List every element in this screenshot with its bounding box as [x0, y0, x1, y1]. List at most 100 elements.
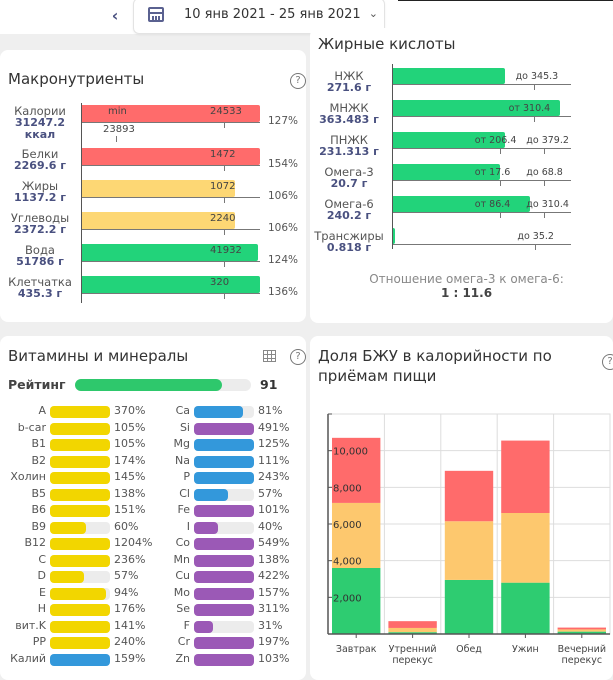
macro-name: Клетчатка	[8, 275, 72, 289]
table-icon[interactable]	[263, 350, 276, 362]
bar-segment-green	[501, 582, 550, 634]
vitamin-percent: 138%	[258, 552, 290, 566]
macro-norm-value: 2240	[210, 213, 236, 224]
date-range-text: 10 янв 2021 - 25 янв 2021	[184, 7, 361, 22]
vitamin-bar	[194, 554, 254, 567]
vitamin-name: Mn	[173, 552, 190, 566]
vitamin-row: D 57%	[2, 569, 152, 584]
fatty-acids-panel: Жирные кислоты Отношение омега-3 к омега…	[310, 28, 613, 323]
vitamin-percent: 138%	[114, 486, 146, 500]
macro-bar	[82, 105, 260, 122]
vitamin-percent: 549%	[258, 536, 290, 549]
rating-label: Рейтинг	[8, 377, 66, 392]
vitamin-bar-fill	[50, 422, 110, 435]
divider	[398, 0, 613, 1]
vitamin-bar-fill	[50, 521, 86, 534]
to-tick	[544, 212, 546, 218]
to-value: до 35.2	[517, 231, 554, 242]
vitamin-name: F	[183, 618, 190, 632]
vitamin-percent: 103%	[258, 651, 290, 665]
fatty-acid-row: Омега-6 240.2 г от 86.4 до 310.4	[310, 196, 613, 228]
vitamin-bar-fill	[194, 653, 254, 666]
vitamin-name: b-car	[17, 420, 46, 434]
to-value: до 68.8	[526, 167, 563, 178]
vitamin-name: B6	[31, 503, 46, 516]
vitamin-bar-fill	[194, 604, 254, 616]
macro-label: Клетчатка 435.3 г	[0, 276, 80, 300]
macro-norm-line	[82, 293, 260, 294]
omega-ratio-value: 1 : 11.6	[440, 286, 493, 300]
from-tick	[499, 212, 501, 218]
fatty-acid-value: 20.7 г	[330, 177, 368, 190]
y-tick-label: 2,000	[333, 593, 362, 604]
vitamin-bar-fill	[50, 455, 110, 468]
help-icon[interactable]: ?	[290, 349, 306, 365]
vitamin-name: E	[39, 585, 46, 599]
fatty-acid-label: Омега-3 20.7 г	[310, 166, 388, 190]
vitamin-row: I 40%	[146, 520, 296, 535]
bar-segment-green	[444, 579, 494, 634]
bar-segment-yellow	[388, 627, 437, 633]
vitamin-percent: 236%	[114, 552, 146, 566]
vitamin-name: B5	[31, 486, 46, 500]
vitamin-name: PP	[32, 635, 46, 648]
vitamin-bar	[194, 587, 254, 600]
help-icon[interactable]: ?	[602, 354, 613, 370]
macro-norm-tick	[224, 293, 225, 299]
vitamin-percent: 174%	[114, 453, 146, 467]
macro-norm-tick	[224, 122, 225, 128]
macro-norm-line	[82, 165, 260, 166]
vitamin-bar	[194, 439, 254, 451]
bju-meals-panel: Доля БЖУ в калорийности по приёмам пищи …	[310, 336, 613, 680]
vitamin-row: P 243%	[146, 470, 296, 485]
vitamin-name: Co	[175, 536, 190, 549]
vitamin-bar	[50, 653, 110, 666]
vitamin-percent: 151%	[114, 503, 146, 516]
vitamin-name: Cl	[179, 486, 190, 500]
help-icon[interactable]: ?	[290, 73, 306, 89]
vitamin-bar-fill	[50, 637, 110, 649]
y-tick-label: 6,000	[333, 520, 362, 531]
fatty-acid-bar	[393, 100, 561, 116]
bar-segment-red	[388, 621, 437, 628]
chevron-down-icon: ⌄	[368, 7, 378, 20]
macro-value: 2269.6 г	[13, 159, 67, 172]
macro-bar	[82, 244, 259, 261]
vitamin-bar-fill	[50, 488, 110, 501]
vitamin-row: Cr 197%	[146, 635, 296, 650]
vitamin-row: Si 491%	[146, 421, 296, 436]
vitamin-name: Fe	[177, 503, 191, 516]
fatty-acid-value: 0.818 г	[326, 241, 372, 254]
chart-svg: 2,000 4,000 6,000 8,000 10,000	[327, 413, 611, 638]
vitamin-bar-fill	[194, 587, 254, 600]
vitamin-row: B1 105%	[2, 437, 152, 452]
vitamin-row: B12 1204%	[2, 536, 152, 551]
macro-min-value: 23893	[103, 124, 135, 135]
bar-segment-green	[332, 568, 381, 634]
vitamin-bar-fill	[194, 637, 254, 649]
vitamin-percent: 40%	[258, 519, 283, 533]
vitamin-bar-fill	[194, 488, 229, 501]
macro-name: Жиры	[21, 179, 59, 193]
macro-norm-line	[82, 122, 260, 123]
previous-period-button[interactable]: ‹	[105, 5, 125, 27]
vitamin-name: Калий	[10, 651, 46, 665]
to-tick	[535, 244, 537, 250]
vitamin-percent: 141%	[114, 618, 146, 632]
to-value: до 345.3	[515, 71, 559, 82]
vitamin-percent: 157%	[258, 585, 290, 599]
vitamin-percent: 240%	[114, 635, 146, 648]
x-tick-label: Вечерний перекус	[557, 644, 606, 666]
panel-title: Макронутриенты	[8, 70, 145, 88]
vitamin-bar	[194, 488, 254, 501]
fatty-acid-value: 231.313 г	[319, 145, 379, 158]
vitamin-row: Холин 145%	[2, 470, 152, 485]
to-value: до 379.2	[526, 135, 569, 146]
bar-segment-yellow	[501, 513, 550, 583]
vitamin-bar-fill	[194, 538, 254, 550]
macro-percent: 154%	[268, 158, 299, 170]
fatty-acid-bar	[393, 228, 395, 244]
x-tick-label: Ужин	[512, 644, 539, 655]
macro-row: Белки 2269.6 г 1472 154%	[0, 146, 306, 176]
vitamin-percent: 311%	[258, 602, 290, 615]
